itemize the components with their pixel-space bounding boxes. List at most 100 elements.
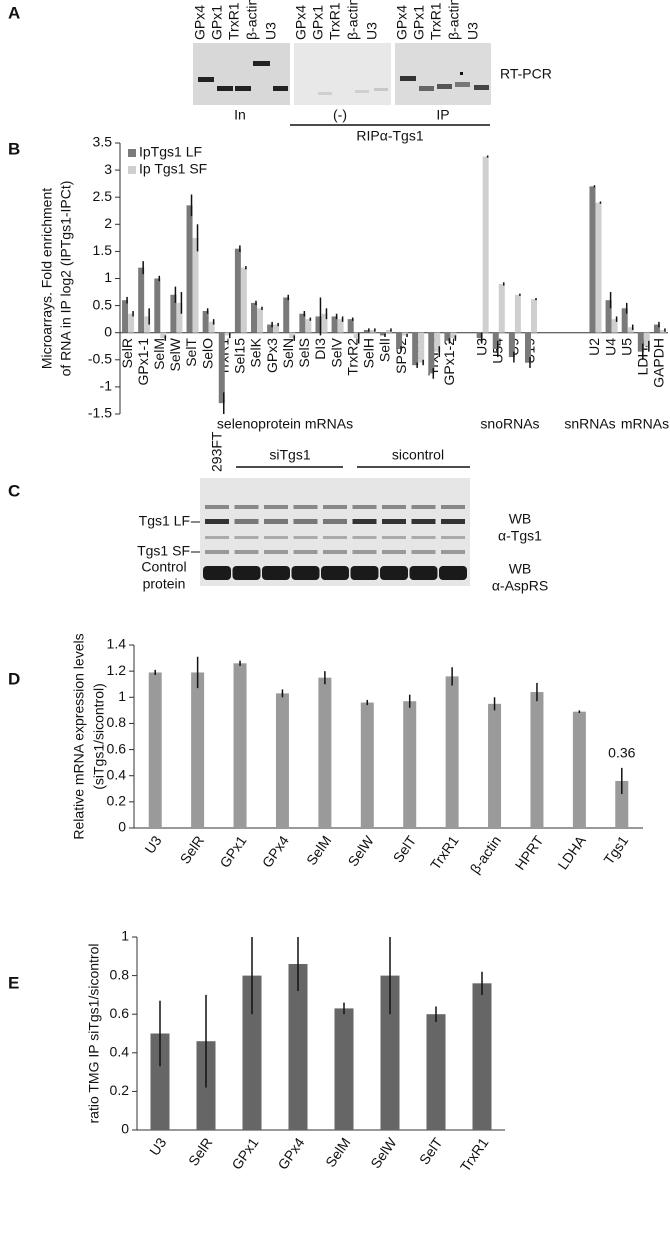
blot-band bbox=[382, 505, 406, 509]
bar bbox=[240, 267, 247, 333]
bar bbox=[605, 300, 612, 333]
bar bbox=[273, 324, 280, 333]
method-label: RT-PCR bbox=[500, 66, 552, 82]
blot-band bbox=[234, 550, 259, 554]
bar bbox=[176, 302, 183, 333]
lane-label: β-actin bbox=[345, 0, 361, 40]
y-tick-label: 0.4 bbox=[107, 766, 127, 782]
group-label: (-) bbox=[333, 107, 347, 123]
antibody-label: α-Tgs1 bbox=[498, 528, 542, 544]
group-label: sicontrol bbox=[392, 447, 444, 463]
x-tick-label: Sel15 bbox=[232, 338, 248, 374]
gel-band bbox=[198, 77, 214, 82]
bar bbox=[595, 202, 602, 333]
bar bbox=[128, 313, 135, 333]
blot-band bbox=[234, 505, 259, 509]
x-tick-label: U4 bbox=[602, 338, 618, 356]
x-tick-label: U3 bbox=[473, 338, 489, 356]
x-tick-label: U3 bbox=[146, 1135, 169, 1159]
blot-band bbox=[382, 550, 406, 554]
bar bbox=[331, 316, 338, 333]
blot-band bbox=[323, 505, 347, 509]
gel-band bbox=[253, 61, 270, 66]
lane-label: GPx4 bbox=[192, 5, 208, 40]
lane-label: GPx1 bbox=[411, 5, 427, 40]
group-label: mRNAs bbox=[621, 416, 669, 432]
y-axis-label: of RNA in IP log2 (IPTgs1-IPCt) bbox=[58, 181, 74, 377]
lane-label: TrxR1 bbox=[327, 2, 343, 40]
blot-band bbox=[441, 519, 465, 524]
blot-band bbox=[441, 505, 465, 509]
gel-band bbox=[217, 86, 233, 91]
bar bbox=[530, 692, 544, 828]
panel-label: D bbox=[8, 669, 20, 688]
x-tick-label: GPx4 bbox=[274, 1134, 307, 1172]
bar bbox=[334, 1008, 354, 1130]
blot-band bbox=[409, 566, 438, 580]
bar bbox=[643, 332, 650, 347]
bar bbox=[418, 332, 425, 363]
x-tick-label: Tgs1 bbox=[600, 832, 631, 867]
band-label: Tgs1 LF bbox=[139, 513, 190, 529]
lane-label: GPx4 bbox=[394, 5, 410, 40]
blot-band bbox=[350, 566, 379, 580]
bar bbox=[233, 663, 247, 828]
y-tick-label: 0 bbox=[104, 323, 112, 339]
bar bbox=[385, 329, 392, 333]
y-tick-label: 0.4 bbox=[110, 1044, 130, 1060]
legend-swatch bbox=[128, 149, 136, 157]
x-tick-label: GPx3 bbox=[264, 338, 280, 373]
y-tick-label: -0.5 bbox=[88, 351, 112, 367]
lane-label: 293FT bbox=[209, 431, 225, 472]
bar bbox=[154, 278, 161, 333]
lane-label: GPx1 bbox=[209, 5, 225, 40]
bar bbox=[627, 327, 634, 333]
bar bbox=[476, 332, 483, 339]
bar bbox=[482, 156, 489, 333]
antibody-label: WB bbox=[509, 511, 532, 527]
bar bbox=[315, 316, 322, 333]
bar bbox=[202, 311, 209, 333]
bar bbox=[363, 329, 370, 333]
group-label: snRNAs bbox=[564, 416, 615, 432]
panel-label: E bbox=[8, 973, 19, 992]
x-tick-label: SelM bbox=[322, 1135, 353, 1170]
bracket-label: RIPα-Tgs1 bbox=[356, 128, 423, 144]
x-tick-label: SelO bbox=[199, 338, 215, 369]
y-tick-label: 0.8 bbox=[107, 714, 127, 730]
blot-band bbox=[205, 536, 229, 539]
bar bbox=[525, 332, 531, 363]
gel-band bbox=[355, 90, 369, 93]
bar bbox=[360, 702, 374, 828]
x-tick-label: SelI bbox=[377, 338, 393, 362]
gel-spot bbox=[460, 72, 463, 75]
bar bbox=[611, 319, 618, 333]
bar bbox=[472, 983, 492, 1130]
bar bbox=[589, 186, 596, 333]
x-tick-label: U5 bbox=[618, 338, 634, 356]
x-tick-label: SelH bbox=[361, 338, 377, 368]
bar bbox=[428, 332, 435, 374]
gel-band bbox=[318, 92, 332, 95]
x-tick-label: SelR bbox=[119, 338, 135, 368]
bar bbox=[257, 308, 263, 333]
y-tick-label: 2 bbox=[104, 215, 112, 231]
x-tick-label: TrxR2 bbox=[344, 338, 360, 376]
bar bbox=[122, 300, 129, 333]
blot-band bbox=[411, 505, 436, 509]
x-tick-label: U3 bbox=[141, 833, 164, 857]
lane-label: U3 bbox=[465, 22, 481, 40]
y-tick-label: 1.4 bbox=[107, 636, 127, 652]
group-label: siTgs1 bbox=[269, 447, 310, 463]
bar bbox=[412, 332, 419, 366]
band-label: Tgs1 SF bbox=[137, 543, 190, 559]
blot-lanes bbox=[203, 505, 467, 580]
bar bbox=[321, 313, 328, 333]
blot-band bbox=[264, 550, 288, 554]
x-tick-label: HPRT bbox=[512, 832, 547, 873]
blot-band bbox=[264, 505, 288, 509]
x-tick-label: U2 bbox=[586, 338, 602, 356]
bar bbox=[192, 237, 199, 333]
x-tick-label: SelV bbox=[328, 337, 344, 367]
